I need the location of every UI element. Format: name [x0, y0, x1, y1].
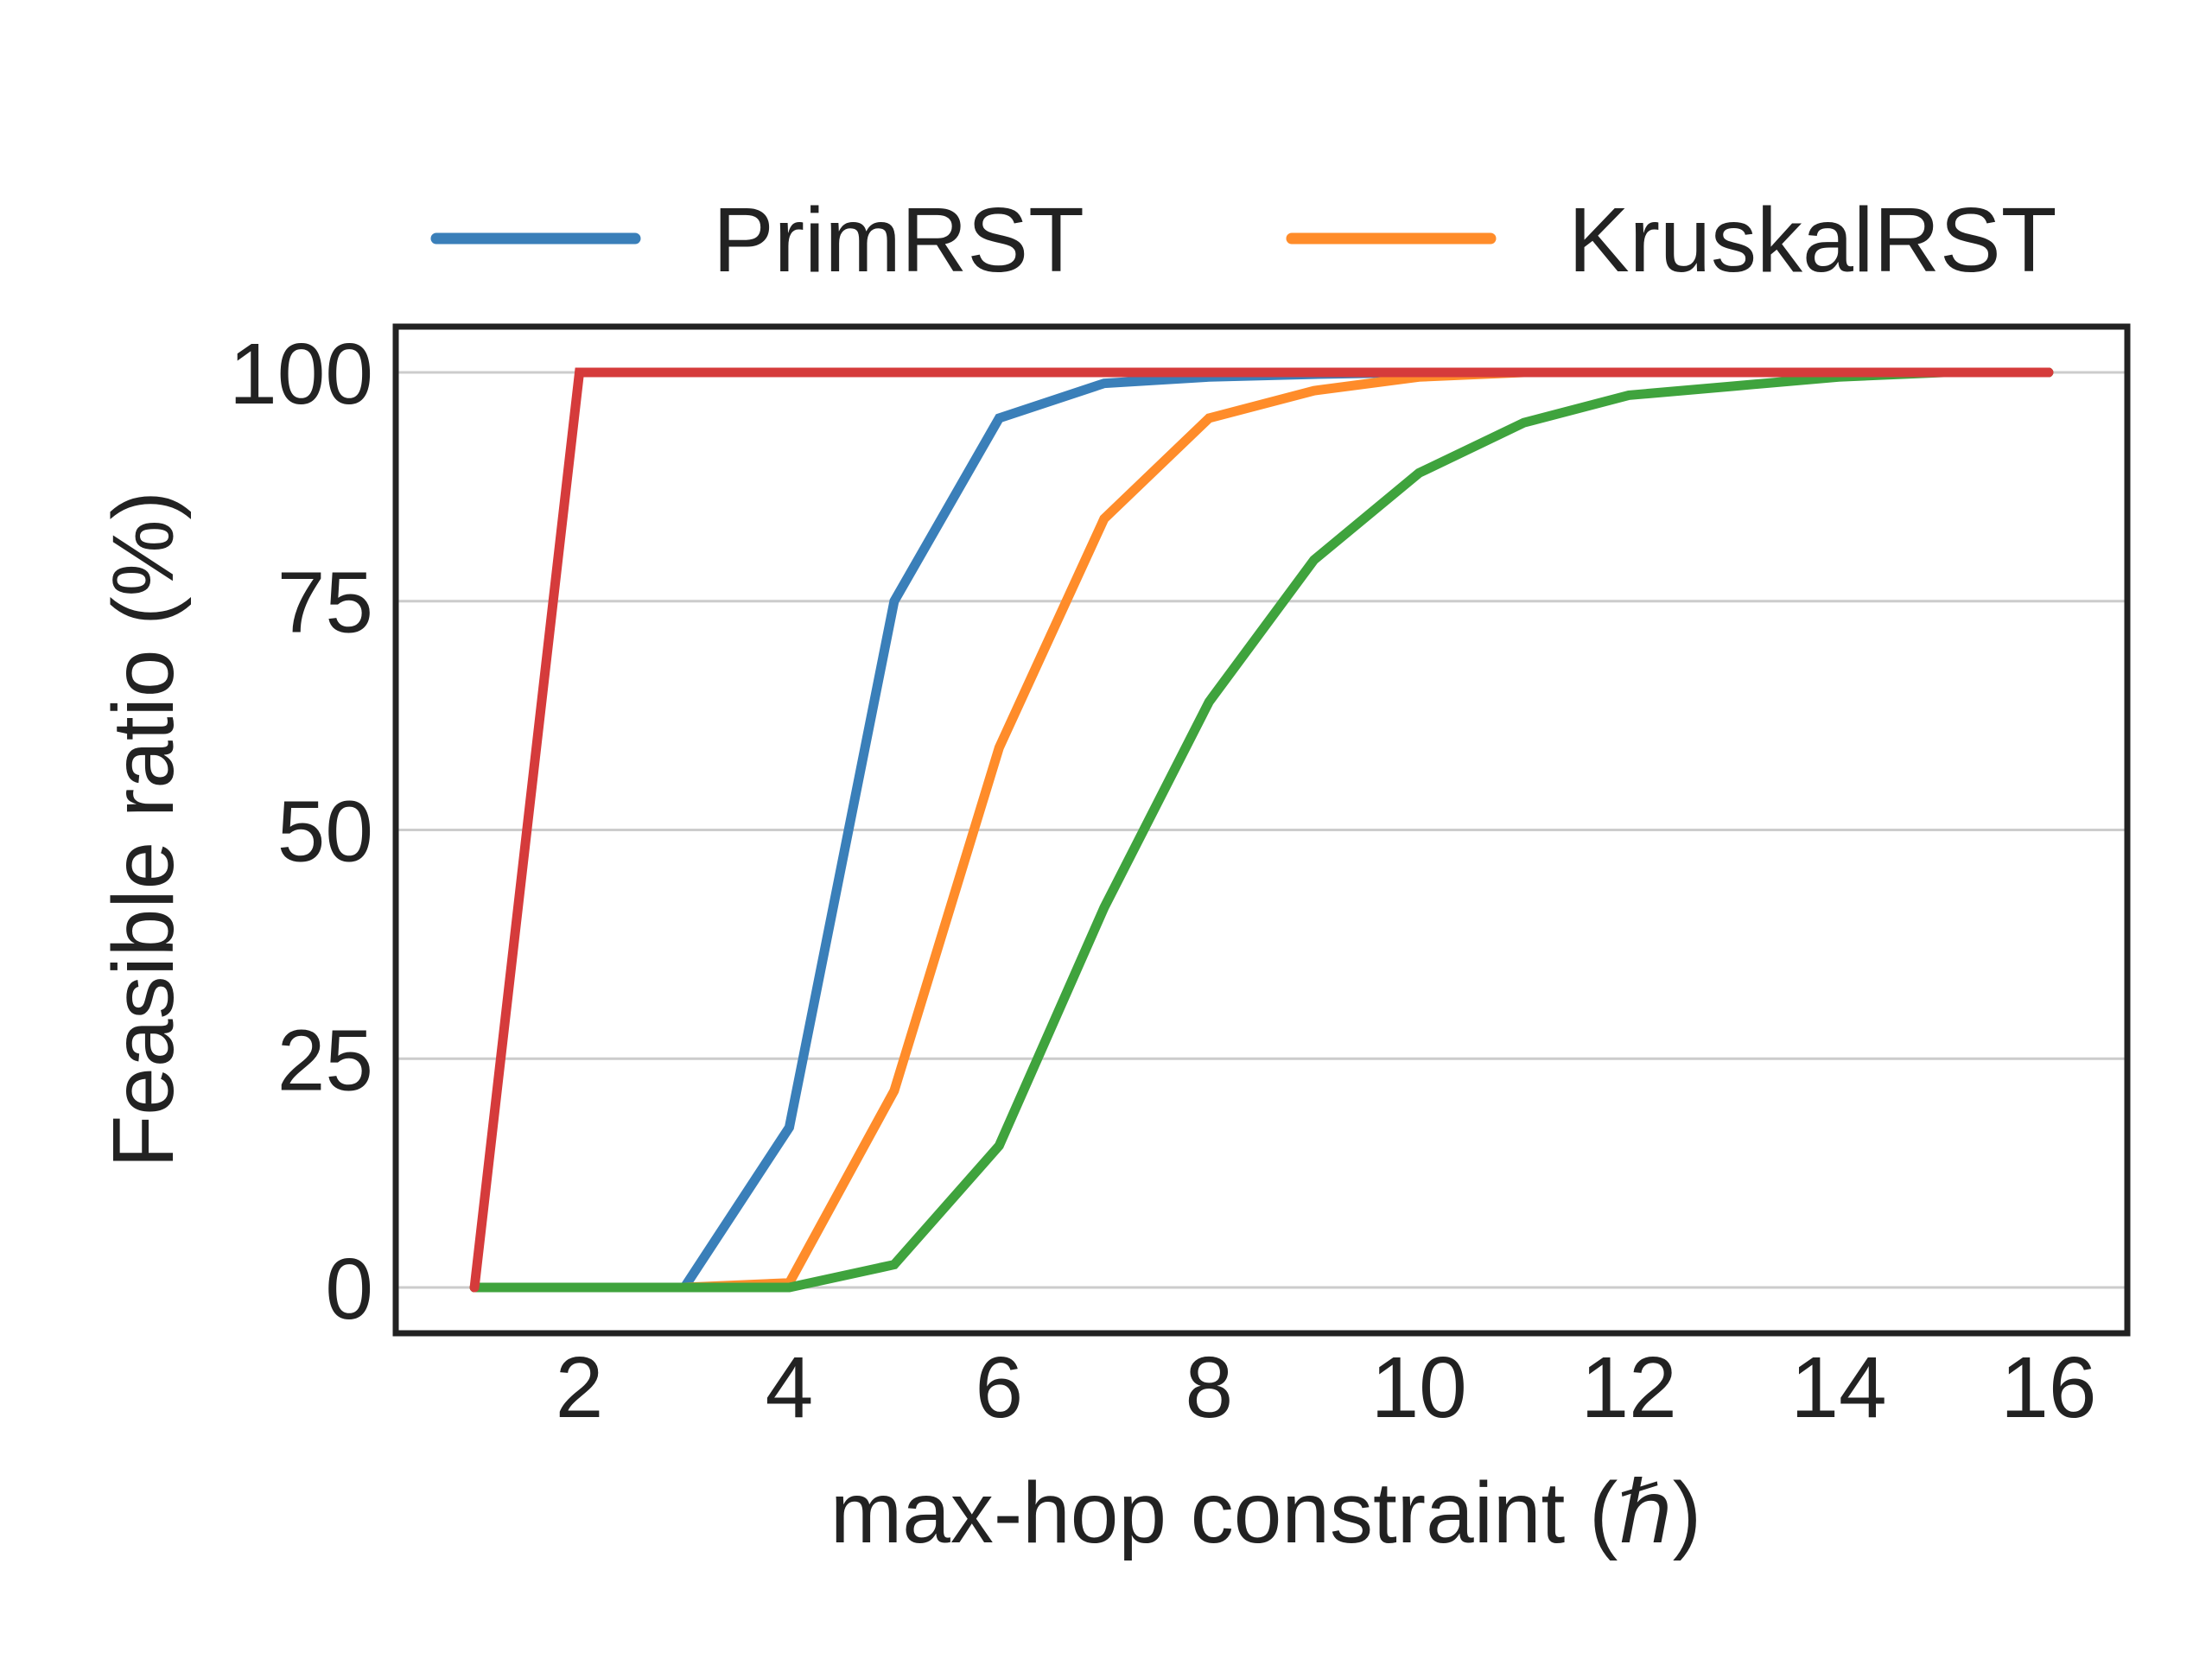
data-point: [1103, 383, 1105, 385]
x-tick-label: 2: [556, 1339, 604, 1436]
data-point: [788, 1127, 790, 1128]
data-point: [683, 1287, 685, 1288]
data-point: [998, 747, 1000, 748]
data-point: [998, 417, 1000, 419]
data-point: [893, 1090, 895, 1091]
x-tick-label: 14: [1790, 1339, 1886, 1436]
series-lines: [469, 367, 2054, 1293]
legend-label: KruskalRST: [1568, 189, 2056, 291]
y-tick-labels: 0 25 50 75 100: [229, 326, 373, 1338]
x-tick-label: 10: [1371, 1339, 1467, 1436]
data-point: [1103, 907, 1105, 909]
y-tick-label: 25: [277, 1012, 373, 1109]
data-point: [1208, 417, 1210, 419]
data-point: [1628, 394, 1630, 396]
data-point: [474, 1287, 475, 1288]
x-tick-label: 8: [1185, 1339, 1233, 1436]
y-tick-label: 50: [277, 784, 373, 880]
x-tick-label: 16: [2000, 1339, 2096, 1436]
y-axis-label: Feasible ratio (%): [95, 491, 192, 1168]
x-tick-label: 12: [1580, 1339, 1676, 1436]
data-point: [893, 1264, 895, 1266]
x-axis-label: max-hop constraint (ℏ): [830, 1465, 1701, 1561]
data-point: [788, 1287, 790, 1288]
series-line-2: [469, 367, 2054, 1293]
data-point: [1103, 518, 1105, 519]
data-point: [1418, 472, 1420, 474]
series-line-3: [469, 367, 2054, 1293]
x-tick-label: 6: [976, 1339, 1024, 1436]
data-point: [1313, 559, 1315, 561]
data-point: [1733, 385, 1735, 387]
data-point: [998, 1145, 1000, 1147]
data-point: [579, 1287, 581, 1288]
x-tick-labels: 2 4 6 8 10 12 14 16: [556, 1339, 2097, 1436]
y-tick-label: 0: [325, 1241, 373, 1338]
legend-label: PrimRST: [713, 189, 1084, 291]
plot-frame: [392, 323, 2131, 1337]
x-tick-label: 4: [766, 1339, 814, 1436]
legend: PrimRST KruskalRST: [430, 189, 2056, 291]
y-tick-label: 75: [277, 555, 373, 652]
y-tick-label: 100: [229, 326, 373, 423]
